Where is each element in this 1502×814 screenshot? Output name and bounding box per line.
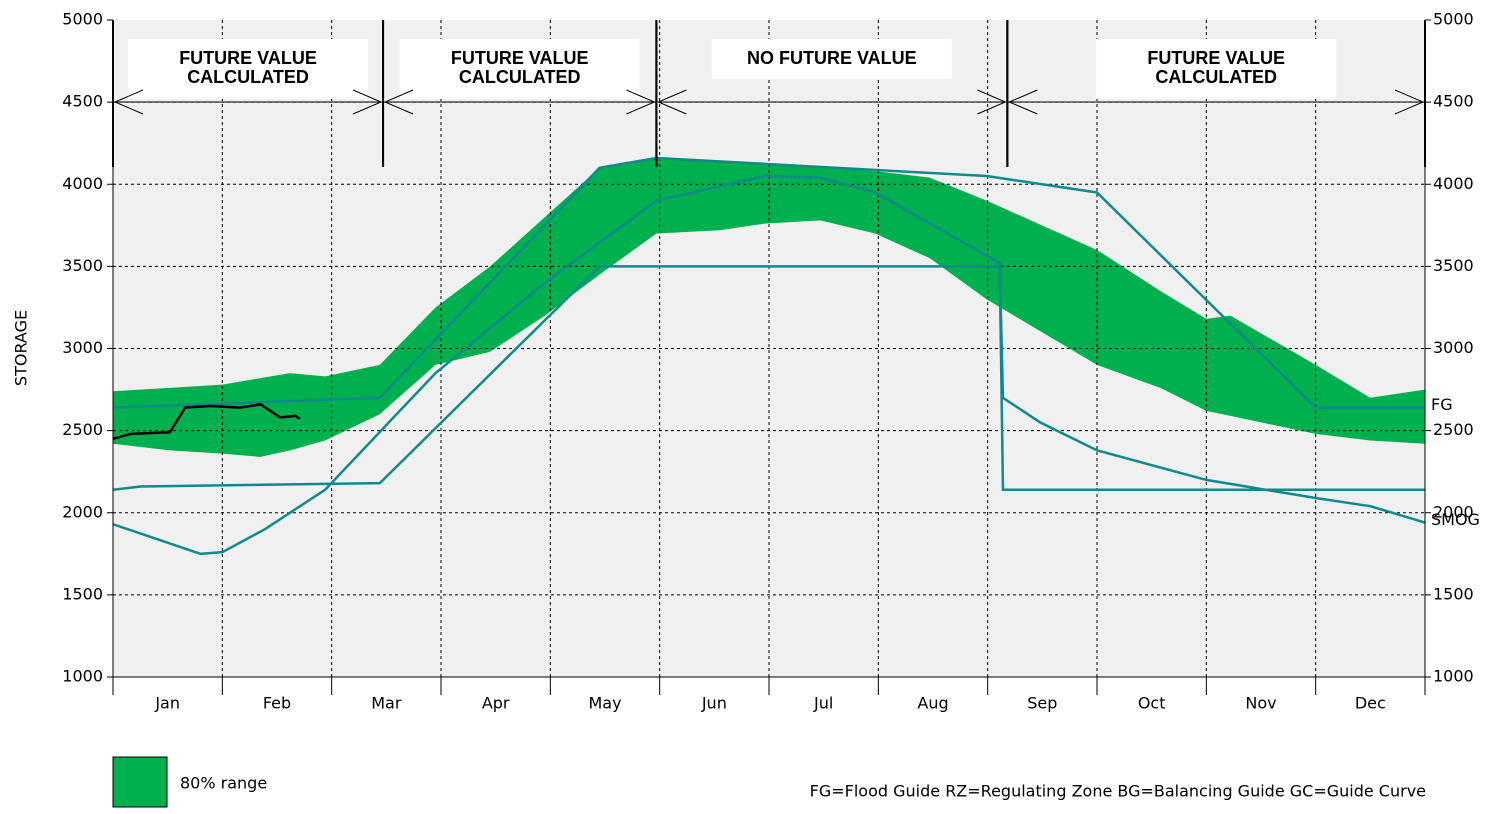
legend-label: 80% range [180,774,267,793]
y-axis-label: STORAGE [12,310,31,386]
footnote: FG=Flood Guide RZ=Regulating Zone BG=Bal… [810,782,1426,801]
arrow-head [977,89,1007,115]
x-tick-label: Nov [1245,694,1276,713]
y-tick-label: 1000 [62,667,103,686]
series-line [112,265,1425,492]
series-label: FG [1431,395,1453,414]
x-tick-label: Mar [371,694,402,713]
arrow-head [383,89,414,115]
period-label: CALCULATED [1155,67,1277,87]
series-line [112,403,301,441]
arrow-head [626,89,656,115]
legend-swatch [112,756,168,808]
x-tick-label: May [588,694,621,713]
x-tick-label: Jan [154,694,180,713]
period-label-box [711,39,952,79]
x-tick-label: Aug [917,694,948,713]
period-label: CALCULATED [459,67,581,87]
y2-tick-label: 2500 [1433,420,1474,439]
x-tick-label: Oct [1138,694,1166,713]
y-tick-label: 5000 [62,10,103,29]
y-tick-label: 4000 [62,174,103,193]
y-tick-label: 3500 [62,256,103,275]
arrow-head [657,89,687,115]
period-label-box [399,39,640,99]
y-tick-label: 2500 [62,420,103,439]
x-tick-label: Jun [701,694,727,713]
y-tick-label: 3000 [62,338,103,357]
range-band [113,157,1425,457]
arrow-head [352,89,383,115]
y2-tick-label: 5000 [1433,10,1474,29]
y-tick-label: 4500 [62,92,103,111]
x-tick-label: Dec [1355,694,1386,713]
period-label: FUTURE VALUE [179,48,317,68]
y2-tick-label: 3500 [1433,256,1474,275]
period-label: FUTURE VALUE [451,48,589,68]
period-label: CALCULATED [187,67,309,87]
y2-tick-label: 1000 [1433,667,1474,686]
x-tick-label: Feb [263,694,291,713]
y-tick-label: 2000 [62,502,103,521]
period-label-box [128,39,369,99]
x-tick-label: Apr [482,694,510,713]
y-tick-label: 1500 [62,584,103,603]
arrow-head [113,89,144,115]
series-label: SMOG [1431,510,1480,529]
period-label-box [1096,39,1337,99]
y2-tick-label: 4000 [1433,174,1474,193]
arrow-head [1008,89,1038,115]
period-label: FUTURE VALUE [1147,48,1285,68]
y2-tick-label: 4500 [1433,92,1474,111]
period-label: NO FUTURE VALUE [747,48,917,68]
y2-tick-label: 3000 [1433,338,1474,357]
y2-tick-label: 2000 [1433,502,1474,521]
series-line [112,174,1426,556]
y2-tick-label: 1500 [1433,584,1474,603]
x-tick-label: Sep [1027,694,1057,713]
series-line [112,156,1425,409]
x-tick-label: Jul [813,694,833,713]
arrow-head [1394,89,1425,115]
